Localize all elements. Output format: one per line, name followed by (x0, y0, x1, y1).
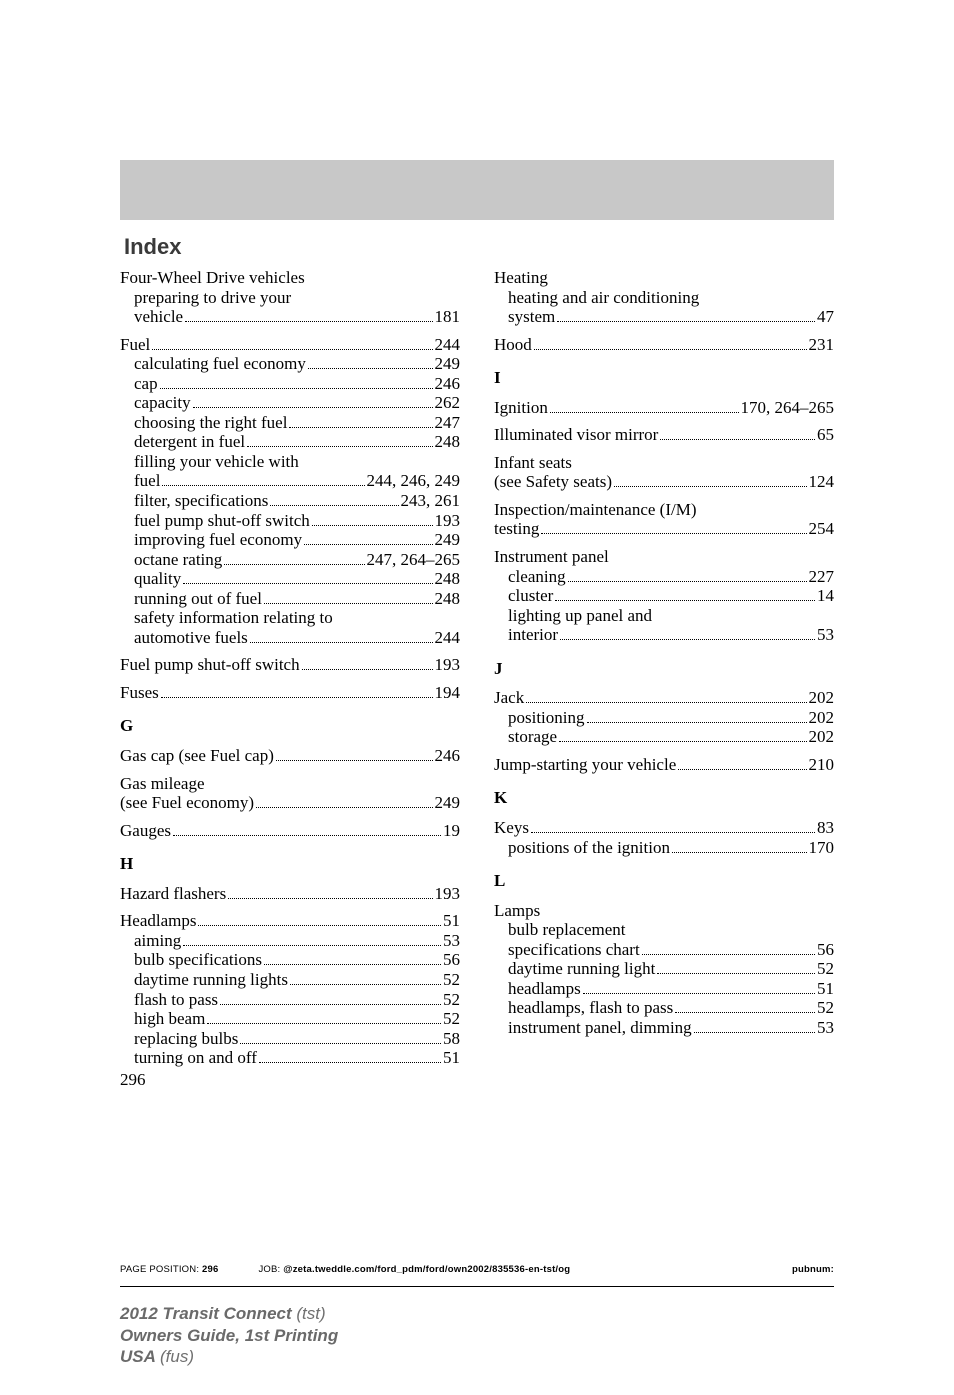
header-banner (120, 160, 834, 220)
entry-fuel-octane: octane rating247, 264–265 (120, 550, 460, 570)
entry-fuel-capacity: capacity262 (120, 393, 460, 413)
letter-h: H (120, 854, 460, 874)
entry-im-2: testing254 (494, 519, 834, 539)
letter-k: K (494, 788, 834, 808)
entry-fuel-filter: filter, specifications243, 261 (120, 491, 460, 511)
entry-fuel-cap: cap246 (120, 374, 460, 394)
entry-headlamps-high: high beam52 (120, 1009, 460, 1029)
entry-infant-1: Infant seats (494, 453, 834, 473)
entry-heating-3: system47 (494, 307, 834, 327)
entry-fuel-calc: calculating fuel economy249 (120, 354, 460, 374)
entry-fuel-choose: choosing the right fuel247 (120, 413, 460, 433)
entry-headlamps-bulb: bulb specifications56 (120, 950, 460, 970)
entry-lamps-drl: daytime running light52 (494, 959, 834, 979)
left-column: Four-Wheel Drive vehicles preparing to d… (120, 268, 460, 1089)
entry-ipanel-cluster: cluster14 (494, 586, 834, 606)
entry-headlamps-drl: daytime running lights52 (120, 970, 460, 990)
entry-fuel-pump: fuel pump shut-off switch193 (120, 511, 460, 531)
letter-i: I (494, 368, 834, 388)
entry-lamps-1: Lamps (494, 901, 834, 921)
entry-infant-2: (see Safety seats)124 (494, 472, 834, 492)
index-columns: Four-Wheel Drive vehicles preparing to d… (120, 268, 834, 1089)
bottom-rule (120, 1286, 834, 1287)
right-column: Heating heating and air conditioning sys… (494, 268, 834, 1089)
entry-headlamps-flash: flash to pass52 (120, 990, 460, 1010)
footer: 2012 Transit Connect (tst) Owners Guide,… (120, 1303, 338, 1367)
entry-gasmileage-1: Gas mileage (120, 774, 460, 794)
entry-jack: Jack202 (494, 688, 834, 708)
entry-headlamps-turn: turning on and off51 (120, 1048, 460, 1068)
entry-hood: Hood231 (494, 335, 834, 355)
entry-ipanel-1: Instrument panel (494, 547, 834, 567)
entry-fuel-runout: running out of fuel248 (120, 589, 460, 609)
entry-headlamps-aim: aiming53 (120, 931, 460, 951)
entry-fuel-quality: quality248 (120, 569, 460, 589)
entry-jump: Jump-starting your vehicle210 (494, 755, 834, 775)
page-title: Index (124, 234, 834, 260)
entry-visor: Illuminated visor mirror65 (494, 425, 834, 445)
entry-fuel-det: detergent in fuel248 (120, 432, 460, 452)
entry-gasmileage-2: (see Fuel economy)249 (120, 793, 460, 813)
entry-fuel-improve: improving fuel economy249 (120, 530, 460, 550)
entry-lamps-2: bulb replacement (494, 920, 834, 940)
entry-ignition: Ignition170, 264–265 (494, 398, 834, 418)
entry-fuses: Fuses194 (120, 683, 460, 703)
entry-fwd-1: Four-Wheel Drive vehicles (120, 268, 460, 288)
entry-fuel-fill2: fuel244, 246, 249 (120, 471, 460, 491)
entry-lamps-head: headlamps51 (494, 979, 834, 999)
letter-g: G (120, 716, 460, 736)
entry-fuel-safety2: automotive fuels244 (120, 628, 460, 648)
page: Index Four-Wheel Drive vehicles preparin… (0, 160, 954, 1395)
entry-lamps-flash: headlamps, flash to pass52 (494, 998, 834, 1018)
entry-headlamps-replace: replacing bulbs58 (120, 1029, 460, 1049)
entry-gascap: Gas cap (see Fuel cap)246 (120, 746, 460, 766)
entry-fuel-safety1: safety information relating to (120, 608, 460, 628)
page-number: 296 (120, 1070, 460, 1090)
entry-fuel-fill1: filling your vehicle with (120, 452, 460, 472)
entry-hazard: Hazard flashers193 (120, 884, 460, 904)
entry-heating-1: Heating (494, 268, 834, 288)
entry-ipanel-clean: cleaning227 (494, 567, 834, 587)
entry-im-1: Inspection/maintenance (I/M) (494, 500, 834, 520)
job-line: PAGE POSITION: 296 JOB: @zeta.tweddle.co… (120, 1264, 834, 1275)
entry-lamps-spec: specifications chart56 (494, 940, 834, 960)
letter-j: J (494, 659, 834, 679)
entry-ipanel-light1: lighting up panel and (494, 606, 834, 626)
entry-fuel: Fuel244 (120, 335, 460, 355)
entry-fwd-3: vehicle181 (120, 307, 460, 327)
entry-keys: Keys83 (494, 818, 834, 838)
entry-keys-pos: positions of the ignition170 (494, 838, 834, 858)
entry-headlamps: Headlamps51 (120, 911, 460, 931)
entry-fuelpump: Fuel pump shut-off switch193 (120, 655, 460, 675)
letter-l: L (494, 871, 834, 891)
entry-heating-2: heating and air conditioning (494, 288, 834, 308)
entry-lamps-dim: instrument panel, dimming53 (494, 1018, 834, 1038)
entry-ipanel-light2: interior53 (494, 625, 834, 645)
entry-gauges: Gauges19 (120, 821, 460, 841)
entry-jack-pos: positioning202 (494, 708, 834, 728)
entry-fwd-2: preparing to drive your (120, 288, 460, 308)
entry-jack-store: storage202 (494, 727, 834, 747)
